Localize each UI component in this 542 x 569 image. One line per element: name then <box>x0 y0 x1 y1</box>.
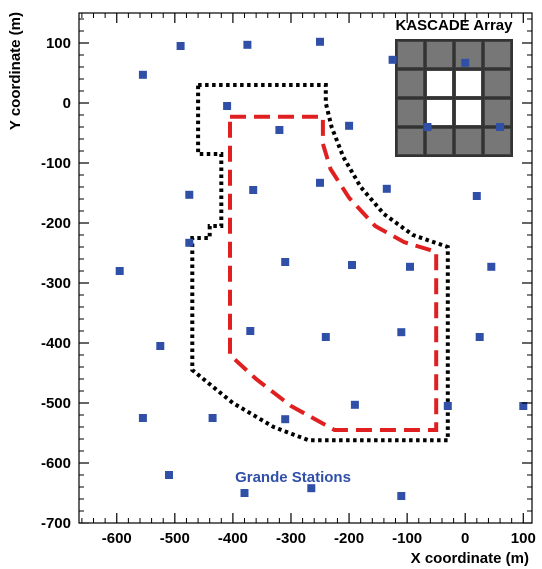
station-point <box>475 333 484 341</box>
station-point <box>307 484 316 493</box>
station-point <box>316 178 324 187</box>
y-tick-label: -200 <box>41 215 71 232</box>
station-point <box>138 414 147 422</box>
station-point <box>321 333 330 341</box>
x-axis-ticks: -600 -500 -400 -300 -200 -100 0 100 <box>81 13 536 547</box>
station-point <box>275 126 284 134</box>
array-cell <box>484 128 511 155</box>
y-tick-label: 100 <box>46 35 71 52</box>
array-cell <box>426 41 453 68</box>
station-point <box>185 238 194 247</box>
station-point <box>316 37 324 46</box>
station-point <box>350 400 359 409</box>
station-point <box>487 262 496 271</box>
station-point <box>156 342 165 350</box>
y-tick-label: 0 <box>63 95 71 112</box>
station-point <box>281 258 290 266</box>
stations-label: Grande Stations <box>235 469 351 486</box>
station-point <box>176 42 185 50</box>
station-point <box>115 267 124 275</box>
array-cell <box>397 128 424 155</box>
y-axis-title: Y coordinate (m) <box>7 12 24 130</box>
array-cell <box>455 99 482 126</box>
station-point <box>348 261 356 269</box>
array-cell <box>397 41 424 68</box>
array-cell <box>484 70 511 97</box>
array-cell <box>397 99 424 126</box>
array-cell <box>397 70 424 97</box>
station-point <box>240 489 249 497</box>
inner-boundary-line <box>228 114 439 432</box>
station-point <box>345 121 354 130</box>
station-point <box>165 471 173 479</box>
x-tick-label: 0 <box>461 530 469 547</box>
y-axis-ticks: 100 0 -100 -200 -300 -400 -500 -600 -700 <box>41 18 532 532</box>
station-point <box>397 492 406 500</box>
station-point <box>423 123 432 131</box>
x-tick-label: -400 <box>218 530 248 547</box>
x-tick-label: -500 <box>160 530 190 547</box>
array-cell <box>426 128 453 155</box>
station-point <box>443 402 452 410</box>
station-point <box>281 415 290 424</box>
station-point <box>208 414 217 422</box>
x-tick-label: -100 <box>392 530 422 547</box>
station-point <box>496 123 505 131</box>
array-cell <box>426 70 453 97</box>
station-point <box>138 70 147 79</box>
x-tick-label: -600 <box>102 530 132 547</box>
array-cell <box>426 99 453 126</box>
inner-fiducial-boundary <box>228 114 439 432</box>
station-point <box>185 190 194 199</box>
station-point <box>382 184 391 193</box>
x-tick-label: -300 <box>276 530 306 547</box>
station-point <box>461 58 470 67</box>
station-markers <box>115 37 528 500</box>
station-point <box>388 55 397 64</box>
station-point <box>223 102 232 110</box>
x-tick-label: -200 <box>334 530 364 547</box>
x-tick-label: 100 <box>511 530 536 547</box>
y-tick-label: -700 <box>41 515 71 532</box>
station-point <box>519 402 528 410</box>
station-point <box>243 40 252 49</box>
station-point <box>246 327 255 335</box>
y-tick-label: -500 <box>41 395 71 412</box>
y-tick-label: -300 <box>41 275 71 292</box>
station-point <box>249 186 258 194</box>
array-label: KASCADE Array <box>396 17 514 34</box>
array-cell <box>455 128 482 155</box>
station-point <box>397 328 406 337</box>
array-cell <box>484 41 511 68</box>
array-cell <box>484 99 511 126</box>
y-tick-label: -400 <box>41 335 71 352</box>
y-tick-label: -100 <box>41 155 71 172</box>
array-cell <box>455 70 482 97</box>
station-point <box>472 192 481 200</box>
y-tick-label: -600 <box>41 455 71 472</box>
station-point <box>406 262 414 271</box>
x-axis-title: X coordinate (m) <box>411 550 529 567</box>
kascade-array <box>395 39 513 157</box>
